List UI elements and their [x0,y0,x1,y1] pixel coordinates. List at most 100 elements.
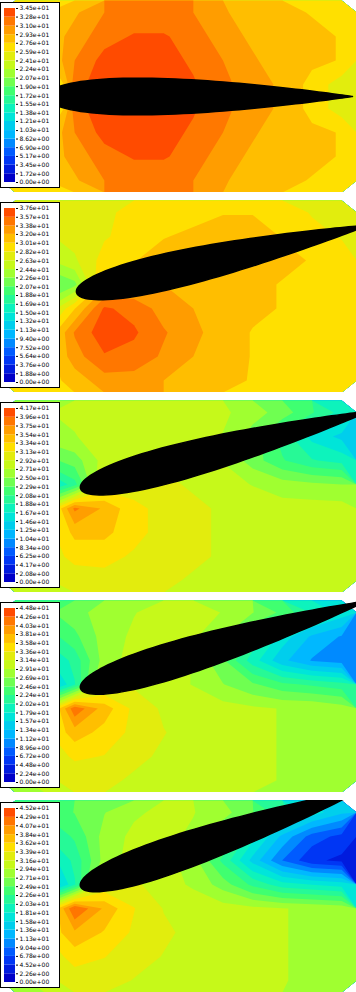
svg-text:7.52e+00: 7.52e+00 [20,344,50,351]
svg-text:3.28e+01: 3.28e+01 [20,13,50,20]
svg-text:2.08e+00: 2.08e+00 [20,570,50,577]
svg-text:1.81e+01: 1.81e+01 [20,909,50,916]
svg-text:3.96e+01: 3.96e+01 [20,413,50,420]
svg-text:4.26e+01: 4.26e+01 [20,613,50,620]
svg-text:3.62e+01: 3.62e+01 [20,839,50,846]
svg-text:3.45e+01: 3.45e+01 [20,4,50,11]
svg-text:2.46e+01: 2.46e+01 [20,683,50,690]
svg-text:3.14e+01: 3.14e+01 [20,656,50,663]
svg-text:1.55e+01: 1.55e+01 [20,100,50,107]
svg-text:6.72e+00: 6.72e+00 [20,752,50,759]
svg-text:1.36e+01: 1.36e+01 [20,926,50,933]
svg-text:4.52e+01: 4.52e+01 [20,804,50,811]
svg-text:1.50e+01: 1.50e+01 [20,309,50,316]
svg-text:2.76e+01: 2.76e+01 [20,39,50,46]
svg-text:1.79e+01: 1.79e+01 [20,709,50,716]
svg-text:2.26e+01: 2.26e+01 [20,891,50,898]
svg-text:1.58e+01: 1.58e+01 [20,918,50,925]
svg-text:1.88e+00: 1.88e+00 [20,370,50,377]
svg-text:3.39e+01: 3.39e+01 [20,848,50,855]
svg-text:3.58e+01: 3.58e+01 [20,639,50,646]
svg-text:3.13e+01: 3.13e+01 [20,448,50,455]
svg-text:6.78e+00: 6.78e+00 [20,952,50,959]
svg-text:1.32e+01: 1.32e+01 [20,317,50,324]
svg-text:8.96e+00: 8.96e+00 [20,744,50,751]
svg-text:5.17e+00: 5.17e+00 [20,152,50,159]
svg-text:2.24e+01: 2.24e+01 [20,65,50,72]
svg-text:2.59e+01: 2.59e+01 [20,48,50,55]
svg-text:0.00e+00: 0.00e+00 [20,378,50,385]
svg-text:4.52e+00: 4.52e+00 [20,961,50,968]
svg-text:2.94e+01: 2.94e+01 [20,865,50,872]
svg-text:1.25e+01: 1.25e+01 [20,526,50,533]
svg-text:0.00e+00: 0.00e+00 [20,778,50,785]
svg-text:1.34e+01: 1.34e+01 [20,726,50,733]
svg-text:2.91e+01: 2.91e+01 [20,665,50,672]
svg-text:2.44e+01: 2.44e+01 [20,266,50,273]
svg-text:1.12e+01: 1.12e+01 [20,735,50,742]
svg-text:3.38e+01: 3.38e+01 [20,222,50,229]
svg-text:3.34e+01: 3.34e+01 [20,439,50,446]
svg-text:2.24e+00: 2.24e+00 [20,770,50,777]
svg-text:1.21e+01: 1.21e+01 [20,117,50,124]
svg-text:1.38e+01: 1.38e+01 [20,109,50,116]
svg-text:2.08e+01: 2.08e+01 [20,492,50,499]
svg-text:2.71e+01: 2.71e+01 [20,874,50,881]
svg-text:1.90e+01: 1.90e+01 [20,83,50,90]
svg-text:2.93e+01: 2.93e+01 [20,31,50,38]
svg-text:6.90e+00: 6.90e+00 [20,144,50,151]
svg-text:2.41e+01: 2.41e+01 [20,57,50,64]
svg-text:2.29e+01: 2.29e+01 [20,483,50,490]
svg-text:3.81e+01: 3.81e+01 [20,630,50,637]
svg-text:2.03e+01: 2.03e+01 [20,900,50,907]
svg-text:2.50e+01: 2.50e+01 [20,474,50,481]
svg-text:9.04e+00: 9.04e+00 [20,944,50,951]
svg-text:1.72e+00: 1.72e+00 [20,170,50,177]
svg-text:2.26e+01: 2.26e+01 [20,274,50,281]
svg-text:1.67e+01: 1.67e+01 [20,509,50,516]
svg-text:2.71e+01: 2.71e+01 [20,465,50,472]
svg-text:8.62e+00: 8.62e+00 [20,135,50,142]
svg-text:2.07e+01: 2.07e+01 [20,74,50,81]
svg-text:1.13e+01: 1.13e+01 [20,935,50,942]
svg-text:0.00e+00: 0.00e+00 [20,578,50,585]
svg-text:2.82e+01: 2.82e+01 [20,248,50,255]
svg-text:9.40e+00: 9.40e+00 [20,335,50,342]
svg-text:3.45e+00: 3.45e+00 [20,161,50,168]
svg-text:4.03e+01: 4.03e+01 [20,622,50,629]
svg-text:3.84e+01: 3.84e+01 [20,831,50,838]
svg-text:4.17e+01: 4.17e+01 [20,404,50,411]
svg-text:3.54e+01: 3.54e+01 [20,431,50,438]
svg-text:2.26e+00: 2.26e+00 [20,970,50,977]
svg-text:0.00e+00: 0.00e+00 [20,178,50,185]
svg-text:8.34e+00: 8.34e+00 [20,544,50,551]
svg-text:3.36e+01: 3.36e+01 [20,648,50,655]
svg-text:4.48e+00: 4.48e+00 [20,761,50,768]
svg-text:3.10e+01: 3.10e+01 [20,22,50,29]
svg-text:1.88e+01: 1.88e+01 [20,291,50,298]
svg-text:5.64e+00: 5.64e+00 [20,352,50,359]
svg-text:1.04e+01: 1.04e+01 [20,535,50,542]
svg-text:2.49e+01: 2.49e+01 [20,883,50,890]
svg-text:2.02e+01: 2.02e+01 [20,700,50,707]
svg-text:1.46e+01: 1.46e+01 [20,517,50,524]
svg-text:4.07e+01: 4.07e+01 [20,822,50,829]
svg-text:3.76e+01: 3.76e+01 [20,204,50,211]
svg-text:4.29e+01: 4.29e+01 [20,813,50,820]
svg-text:1.57e+01: 1.57e+01 [20,717,50,724]
svg-text:3.76e+00: 3.76e+00 [20,361,50,368]
svg-text:2.24e+01: 2.24e+01 [20,691,50,698]
svg-text:1.69e+01: 1.69e+01 [20,300,50,307]
svg-text:3.57e+01: 3.57e+01 [20,213,50,220]
svg-text:3.01e+01: 3.01e+01 [20,239,50,246]
svg-text:3.75e+01: 3.75e+01 [20,422,50,429]
svg-text:0.00e+00: 0.00e+00 [20,978,50,985]
svg-text:3.20e+01: 3.20e+01 [20,230,50,237]
svg-text:2.69e+01: 2.69e+01 [20,674,50,681]
svg-text:4.48e+01: 4.48e+01 [20,604,50,611]
svg-text:6.25e+00: 6.25e+00 [20,552,50,559]
svg-text:1.03e+01: 1.03e+01 [20,126,50,133]
svg-text:3.16e+01: 3.16e+01 [20,857,50,864]
svg-text:1.13e+01: 1.13e+01 [20,326,50,333]
svg-text:2.63e+01: 2.63e+01 [20,257,50,264]
